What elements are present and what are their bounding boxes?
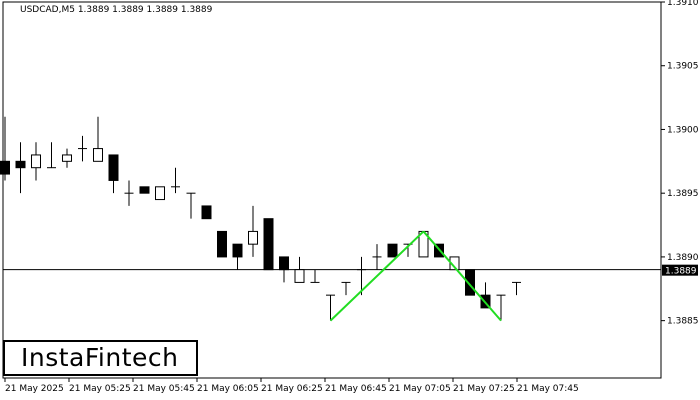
x-tick-label: 21 May 06:45: [325, 384, 387, 394]
candle-body-bear[interactable]: [279, 256, 289, 271]
candle-body-bear[interactable]: [387, 243, 398, 258]
symbol-info: USDCAD,M5 1.3889 1.3889 1.3889 1.3889: [20, 5, 213, 15]
plot-frame: [2, 1, 662, 379]
x-tick-label: 21 May 05:25: [69, 384, 131, 394]
candle-body-bull[interactable]: [155, 186, 165, 201]
brand-logo-text: InstaFintech: [21, 343, 179, 372]
candle-body-bear[interactable]: [217, 230, 227, 258]
x-tick-label: 21 May 05:45: [133, 384, 195, 394]
pattern-line: [422, 230, 502, 322]
y-tick-label: 1.3905: [667, 62, 699, 72]
candle-body-bull[interactable]: [248, 230, 258, 245]
candle-body-bull[interactable]: [31, 154, 41, 169]
current-price-label: 1.3889: [665, 267, 697, 277]
candle-body-bull[interactable]: [62, 154, 72, 162]
candle-body-bear[interactable]: [232, 243, 243, 258]
y-tick-label: 1.3910: [667, 0, 699, 8]
candle-body-bear[interactable]: [201, 205, 212, 220]
y-tick-label: 1.3900: [667, 125, 699, 135]
x-tick-label: 21 May 06:25: [261, 384, 323, 394]
x-tick-label: 21 May 2025: [5, 384, 64, 394]
y-tick-label: 1.3895: [667, 189, 699, 199]
x-tick-label: 21 May 06:05: [197, 384, 259, 394]
candle-body-bear[interactable]: [108, 154, 119, 181]
y-tick-label: 1.3885: [667, 317, 699, 327]
candle-body-bull[interactable]: [93, 148, 103, 162]
y-tick-label: 1.3890: [667, 253, 699, 263]
current-price-box: [662, 264, 698, 276]
brand-logo: InstaFintech: [3, 340, 198, 376]
candle-body-bear[interactable]: [15, 160, 26, 169]
pattern-line: [329, 230, 425, 322]
candle-body-bear[interactable]: [263, 218, 274, 271]
candle-body-bull[interactable]: [294, 269, 305, 283]
x-tick-label: 21 May 07:45: [517, 384, 579, 394]
candle-body-bear[interactable]: [0, 160, 10, 175]
x-tick-label: 21 May 07:05: [389, 384, 451, 394]
candle-body-bear[interactable]: [465, 269, 475, 296]
x-tick-label: 21 May 07:25: [453, 384, 515, 394]
candle-body-bear[interactable]: [139, 186, 150, 194]
